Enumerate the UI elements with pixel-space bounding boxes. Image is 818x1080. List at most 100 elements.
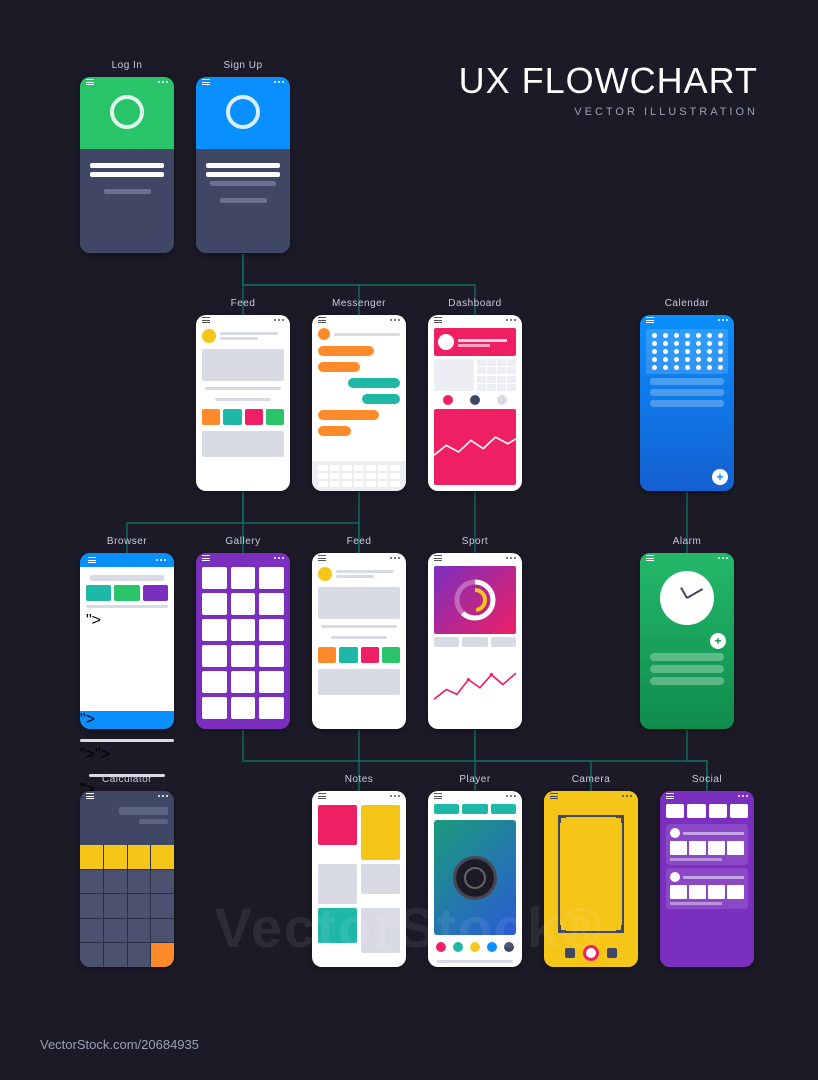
screen-calendar: Calendar + xyxy=(640,298,734,491)
screen-camera: Camera xyxy=(544,774,638,967)
calc-key[interactable] xyxy=(104,845,127,869)
calc-key[interactable] xyxy=(151,894,174,918)
screen-label: Gallery xyxy=(196,536,290,547)
screen-label: Calculator xyxy=(80,774,174,785)
footer-left: VectorStock.com/20684935 xyxy=(40,1037,199,1052)
menu-icon[interactable] xyxy=(434,793,442,799)
menu-icon[interactable] xyxy=(86,79,94,85)
phone-frame: + xyxy=(640,315,734,491)
title-sub: VECTOR ILLUSTRATION xyxy=(459,106,758,118)
calc-key[interactable] xyxy=(80,870,103,894)
menu-icon[interactable] xyxy=(434,555,442,561)
screen-label: Alarm xyxy=(640,536,734,547)
calc-key[interactable] xyxy=(80,943,103,967)
phone-frame xyxy=(196,553,290,729)
screen-label: Sign Up xyxy=(196,60,290,71)
calc-key[interactable] xyxy=(128,943,151,967)
phone-frame: + xyxy=(640,553,734,729)
phone-frame xyxy=(428,315,522,491)
screen-label: Sport xyxy=(428,536,522,547)
status-dots-icon xyxy=(158,81,168,83)
screen-notes: Notes xyxy=(312,774,406,967)
menu-icon[interactable] xyxy=(550,793,558,799)
shutter-button[interactable] xyxy=(583,945,599,961)
player-control-icon[interactable] xyxy=(504,942,514,952)
screen-feed1: Feed xyxy=(196,298,290,491)
calc-key[interactable] xyxy=(104,919,127,943)
phone-frame xyxy=(312,553,406,729)
menu-icon[interactable] xyxy=(646,317,654,323)
screen-player: Player xyxy=(428,774,522,967)
calc-key[interactable] xyxy=(151,943,174,967)
calc-key[interactable] xyxy=(128,870,151,894)
add-icon[interactable]: + xyxy=(712,469,728,485)
add-icon[interactable]: + xyxy=(710,633,726,649)
phone-frame xyxy=(312,315,406,491)
screen-label: Feed xyxy=(196,298,290,309)
screen-label: Feed xyxy=(312,536,406,547)
phone-frame xyxy=(80,791,174,967)
phone-frame xyxy=(544,791,638,967)
status-dots-icon xyxy=(506,795,516,797)
status-dots-icon xyxy=(718,319,728,321)
calc-key[interactable] xyxy=(151,870,174,894)
player-control-icon[interactable] xyxy=(470,942,480,952)
screen-social: Social xyxy=(660,774,754,967)
phone-frame xyxy=(196,77,290,253)
phone-frame xyxy=(196,315,290,491)
menu-icon[interactable] xyxy=(666,793,674,799)
status-dots-icon xyxy=(156,559,166,561)
screen-label: Player xyxy=(428,774,522,785)
switch-camera-icon[interactable] xyxy=(607,948,617,958)
screen-label: Notes xyxy=(312,774,406,785)
status-dots-icon xyxy=(390,795,400,797)
gallery-thumb-icon[interactable] xyxy=(565,948,575,958)
calc-key[interactable] xyxy=(128,919,151,943)
screen-messenger: Messenger xyxy=(312,298,406,491)
status-dots-icon xyxy=(390,557,400,559)
calc-key[interactable] xyxy=(151,919,174,943)
screen-label: Browser xyxy=(80,536,174,547)
phone-frame: ">"> xyxy=(80,553,174,729)
screen-sport: Sport xyxy=(428,536,522,729)
screen-calculator: Calculator xyxy=(80,774,174,967)
menu-icon[interactable] xyxy=(318,793,326,799)
menu-icon[interactable] xyxy=(434,317,442,323)
player-control-icon[interactable] xyxy=(487,942,497,952)
menu-icon[interactable] xyxy=(318,317,326,323)
phone-frame xyxy=(428,791,522,967)
menu-icon[interactable] xyxy=(202,555,210,561)
menu-icon[interactable] xyxy=(86,793,94,799)
screen-login: Log In xyxy=(80,60,174,253)
calc-key[interactable] xyxy=(104,870,127,894)
menu-icon[interactable] xyxy=(88,557,96,563)
screen-feed2: Feed xyxy=(312,536,406,729)
title: UX FLOWCHART VECTOR ILLUSTRATION xyxy=(459,60,758,118)
calc-key[interactable] xyxy=(128,845,151,869)
calc-key[interactable] xyxy=(80,919,103,943)
calc-key[interactable] xyxy=(128,894,151,918)
screen-label: Log In xyxy=(80,60,174,71)
calc-key[interactable] xyxy=(104,943,127,967)
screen-label: Calendar xyxy=(640,298,734,309)
phone-frame xyxy=(660,791,754,967)
calc-key[interactable] xyxy=(80,894,103,918)
menu-icon[interactable] xyxy=(646,555,654,561)
title-main: UX FLOWCHART xyxy=(459,60,758,102)
status-dots-icon xyxy=(738,795,748,797)
screen-dashboard: Dashboard xyxy=(428,298,522,491)
status-dots-icon xyxy=(718,557,728,559)
player-control-icon[interactable] xyxy=(453,942,463,952)
calc-key[interactable] xyxy=(80,845,103,869)
calc-key[interactable] xyxy=(104,894,127,918)
menu-icon[interactable] xyxy=(202,317,210,323)
screen-label: Camera xyxy=(544,774,638,785)
player-control-icon[interactable] xyxy=(436,942,446,952)
screen-signup: Sign Up xyxy=(196,60,290,253)
menu-icon[interactable] xyxy=(202,79,210,85)
menu-icon[interactable] xyxy=(318,555,326,561)
calc-key[interactable] xyxy=(151,845,174,869)
status-dots-icon xyxy=(390,319,400,321)
screen-gallery: Gallery xyxy=(196,536,290,729)
status-dots-icon xyxy=(506,557,516,559)
